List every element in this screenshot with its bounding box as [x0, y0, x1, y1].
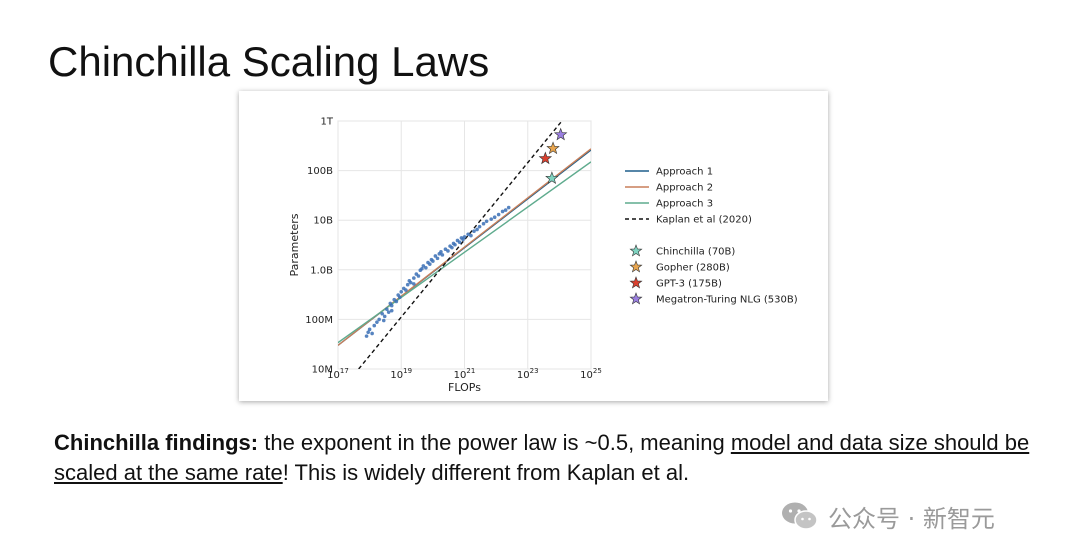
gridlines	[337, 120, 592, 370]
training-run-point	[380, 311, 385, 316]
training-run-point	[375, 320, 379, 324]
training-run-point	[416, 274, 421, 278]
training-run-point	[446, 249, 450, 253]
wechat-icon	[782, 502, 818, 530]
training-run-point	[412, 276, 416, 280]
training-run-point	[503, 208, 508, 212]
legend: Approach 1 Approach 2 Approach 3 Kaplan et …	[625, 167, 798, 306]
training-run-point	[472, 229, 476, 234]
y-tick-label: 10M	[312, 365, 333, 376]
training-run-point	[450, 245, 454, 250]
training-run-point	[424, 265, 428, 270]
fit-line	[338, 161, 591, 344]
training-run-point	[389, 308, 394, 313]
training-run-point	[372, 323, 377, 328]
training-run-point	[408, 280, 413, 285]
training-run-point	[481, 221, 486, 226]
findings-heading: Chinchilla findings:	[54, 430, 259, 455]
training-run-point	[404, 288, 408, 292]
y-tick-label: 1T	[321, 117, 334, 128]
legend-star	[629, 276, 643, 289]
y-tick-label: 1.0B	[310, 265, 333, 276]
training-run-point	[475, 227, 479, 232]
training-run-point	[466, 232, 470, 237]
x-tick-label: 1019	[390, 367, 412, 381]
training-run-point	[489, 217, 494, 221]
training-run-point	[412, 282, 416, 286]
legend-label: Approach 3	[656, 199, 713, 210]
training-run-point	[453, 242, 457, 247]
x-tick-label: 1025	[580, 367, 602, 381]
y-tick-labels: 10M 100M 1.0B 10B 100B 1T	[305, 117, 334, 376]
training-run-point	[443, 247, 448, 252]
legend-star	[629, 292, 643, 305]
training-run-point	[386, 310, 391, 314]
training-run-point	[428, 262, 432, 266]
training-run-point	[462, 235, 467, 239]
training-run-point	[394, 299, 399, 304]
training-run-point	[492, 215, 497, 219]
legend-label: GPT-3 (175B)	[656, 279, 722, 290]
training-run-point	[399, 290, 404, 294]
training-run-point	[420, 266, 424, 271]
model-star	[545, 171, 559, 184]
training-run-point	[440, 253, 445, 257]
model-star	[553, 127, 568, 141]
training-run-point	[433, 254, 438, 258]
training-run-point	[364, 334, 369, 338]
model-stars	[538, 127, 568, 184]
model-star	[538, 151, 553, 165]
fit-line	[358, 121, 563, 369]
training-run-point	[421, 264, 426, 268]
legend-label: Approach 2	[656, 183, 713, 194]
findings-end: ! This is widely different from Kaplan e…	[282, 460, 690, 485]
x-axis-label: FLOPs	[448, 381, 481, 394]
y-tick-label: 100M	[305, 315, 333, 326]
x-tick-labels: 1017 1019 1021 1023 1025	[327, 367, 602, 381]
training-run-point	[496, 212, 501, 217]
training-run-point	[435, 256, 440, 261]
training-run-point	[484, 219, 489, 224]
legend-label: Kaplan et al (2020)	[656, 215, 752, 226]
training-run-point	[366, 330, 370, 335]
training-run-point	[367, 327, 372, 332]
watermark: 公众号 · 新智元	[780, 500, 995, 533]
training-run-point	[382, 314, 387, 319]
x-tick-label: 1017	[327, 367, 349, 381]
legend-star	[629, 260, 643, 273]
training-run-point	[506, 205, 511, 210]
legend-label: Gopher (280B)	[656, 263, 730, 274]
training-run-point	[398, 295, 402, 300]
findings-body: the exponent in the power law is ~0.5, m…	[258, 430, 731, 455]
training-run-point	[469, 233, 473, 238]
watermark-text: 公众号 · 新智元	[828, 504, 995, 533]
legend-label: Chinchilla (70B)	[656, 247, 735, 258]
model-star	[546, 141, 560, 155]
training-run-point	[439, 250, 443, 254]
findings-underlined: model and data size should be scaled at …	[54, 430, 1030, 485]
training-run-point	[389, 303, 394, 308]
training-run-point	[377, 317, 381, 322]
y-axis-label: Parameters	[288, 213, 301, 276]
training-run-point	[477, 224, 482, 229]
x-tick-label: 1021	[454, 367, 476, 381]
chart-figure: 1017 1019 1021 1023 1025 10M 100M 1.0B 10B 100B 1…	[239, 91, 828, 401]
y-tick-label: 100B	[307, 166, 333, 177]
training-run-point	[405, 282, 410, 287]
y-tick-label: 10B	[313, 216, 333, 227]
x-tick-label: 1023	[517, 367, 539, 381]
legend-label: Approach 1	[656, 167, 713, 178]
training-run-points	[364, 205, 511, 338]
training-run-point	[370, 331, 374, 336]
training-run-point	[431, 259, 435, 263]
scaling-law-chart: 1017 1019 1021 1023 1025 10M100M1.0B10B100B1…	[288, 117, 798, 395]
findings-text: Chinchilla findings: the exponent in the…	[54, 428, 1054, 488]
legend-star	[629, 244, 643, 257]
training-run-point	[385, 307, 389, 312]
training-run-point	[457, 240, 462, 245]
training-run-point	[381, 318, 386, 323]
slide-title: Chinchilla Scaling Laws	[48, 38, 490, 85]
training-run-point	[500, 209, 505, 214]
legend-label: Megatron-Turing NLG (530B)	[656, 295, 798, 306]
